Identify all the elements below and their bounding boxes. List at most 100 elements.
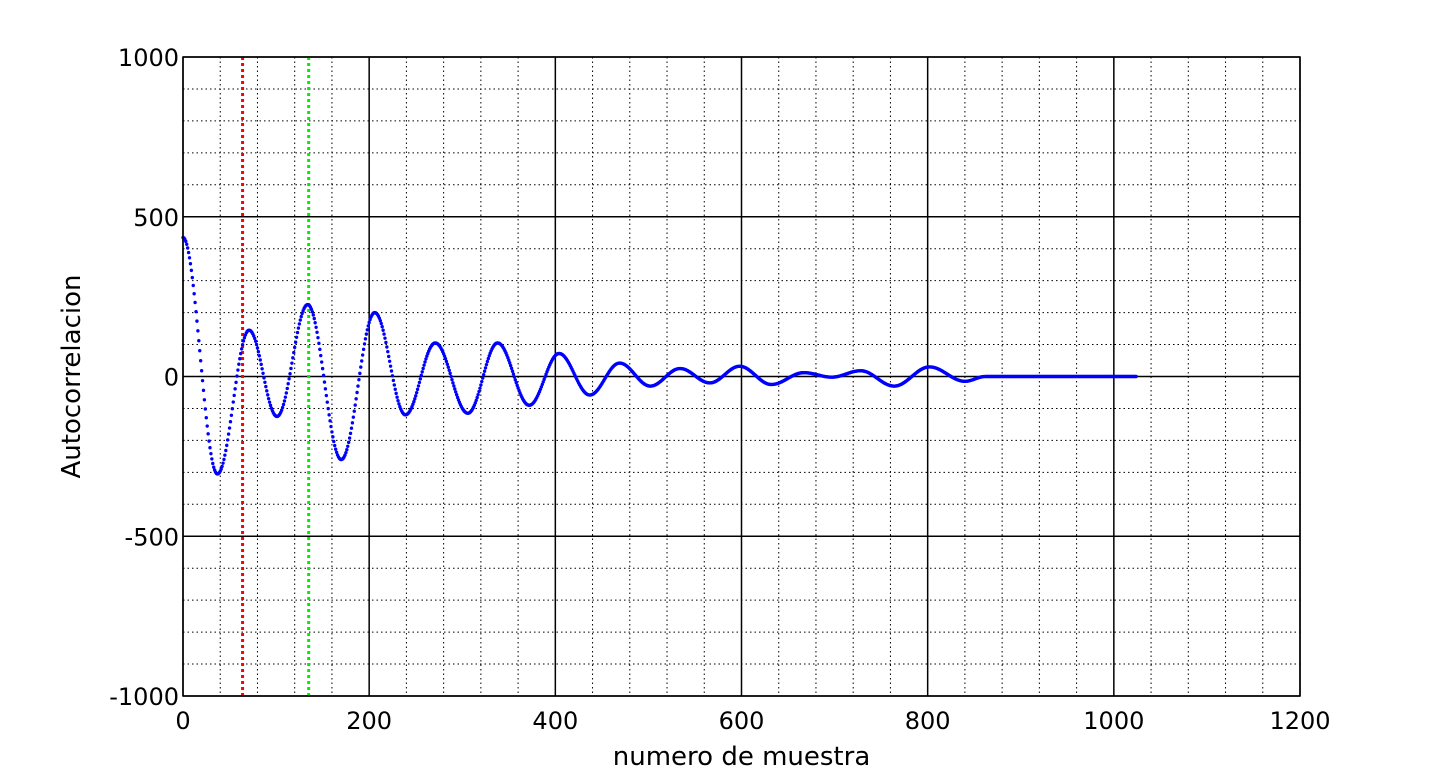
series-point	[266, 393, 270, 397]
plot-frame	[182, 56, 1301, 697]
series-point	[233, 387, 237, 391]
series-point	[295, 330, 300, 335]
series-point	[200, 378, 205, 383]
series-point	[229, 413, 234, 417]
series-point	[293, 340, 298, 344]
y-tick-label: 500	[133, 204, 179, 232]
series-point	[394, 391, 398, 396]
series-point	[281, 402, 286, 407]
series-point	[237, 362, 241, 366]
series-point	[363, 337, 368, 341]
series-point	[321, 373, 326, 378]
series-point	[446, 365, 450, 369]
series-point	[197, 339, 201, 343]
series-point	[317, 341, 321, 346]
series-point	[390, 374, 395, 378]
series-point	[357, 377, 361, 382]
series-point	[220, 464, 224, 469]
series-point	[419, 373, 423, 378]
series-point	[235, 374, 239, 378]
series-point	[185, 242, 189, 246]
series-point	[252, 336, 257, 341]
vertical-markers	[241, 57, 311, 696]
series-point	[378, 319, 383, 323]
y-tick-label: 1000	[118, 44, 179, 72]
series-point	[481, 376, 485, 380]
series-point	[202, 398, 207, 402]
series-point	[358, 371, 362, 376]
series-point	[421, 366, 425, 371]
series-point	[296, 326, 301, 330]
series-point	[287, 377, 291, 381]
series-point	[413, 397, 417, 401]
x-axis-ticks: 0 200 400 600 800 1000 1200	[175, 707, 1330, 735]
series-point	[209, 451, 213, 456]
series-point	[362, 342, 367, 346]
series-point	[187, 256, 192, 260]
series-point	[387, 354, 391, 359]
series-point	[231, 400, 235, 404]
series-point	[349, 426, 354, 430]
series-point	[279, 408, 284, 412]
series-point	[293, 345, 297, 350]
series-point	[415, 387, 420, 392]
series-point	[386, 349, 390, 354]
series-point	[477, 389, 481, 394]
series-point	[385, 345, 389, 349]
series-point	[310, 310, 315, 314]
series-point	[230, 406, 235, 411]
series-point	[239, 347, 244, 351]
series-point	[195, 319, 199, 323]
series-point	[444, 359, 449, 364]
series-point	[260, 367, 264, 371]
series-point	[258, 358, 262, 362]
series-point	[329, 424, 333, 429]
series-point	[333, 443, 337, 448]
series-point	[345, 448, 349, 452]
series-point	[332, 439, 336, 444]
series-point	[207, 439, 211, 443]
series-point	[188, 262, 193, 266]
series-point	[196, 329, 200, 333]
x-tick-label: 200	[346, 707, 392, 735]
series-point	[205, 424, 209, 428]
series-point	[320, 366, 325, 371]
series-point	[425, 354, 429, 358]
series-point	[288, 372, 292, 376]
series-point	[211, 461, 215, 466]
y-axis-label: Autocorrelacion	[57, 275, 87, 479]
series-point	[383, 336, 387, 340]
series-point	[508, 361, 512, 365]
series-point	[226, 432, 231, 436]
series-point	[367, 320, 371, 325]
series-point	[309, 307, 314, 311]
series-point	[513, 378, 518, 382]
series-point	[240, 342, 245, 347]
series-point	[351, 415, 356, 419]
series-point	[319, 353, 323, 358]
series-point	[316, 335, 320, 340]
series-point	[359, 365, 363, 369]
series-point	[263, 380, 267, 384]
series-point	[391, 378, 396, 383]
series-point	[241, 339, 246, 343]
series-point	[389, 369, 394, 373]
series-point	[451, 381, 455, 385]
series-point	[423, 360, 427, 364]
series-point	[291, 356, 295, 360]
series-point	[327, 413, 331, 417]
series-point	[319, 360, 324, 364]
series-point	[256, 350, 261, 354]
series-point	[313, 321, 317, 325]
series-point	[355, 390, 359, 395]
series-point	[486, 356, 491, 361]
series-point	[190, 275, 195, 280]
series-point	[510, 369, 515, 373]
series-point	[511, 372, 516, 376]
series-point	[424, 357, 428, 361]
x-tick-label: 400	[532, 707, 578, 735]
series-point	[223, 453, 227, 457]
series-point	[1134, 374, 1138, 379]
series-point	[365, 328, 370, 332]
series-point	[442, 354, 447, 358]
